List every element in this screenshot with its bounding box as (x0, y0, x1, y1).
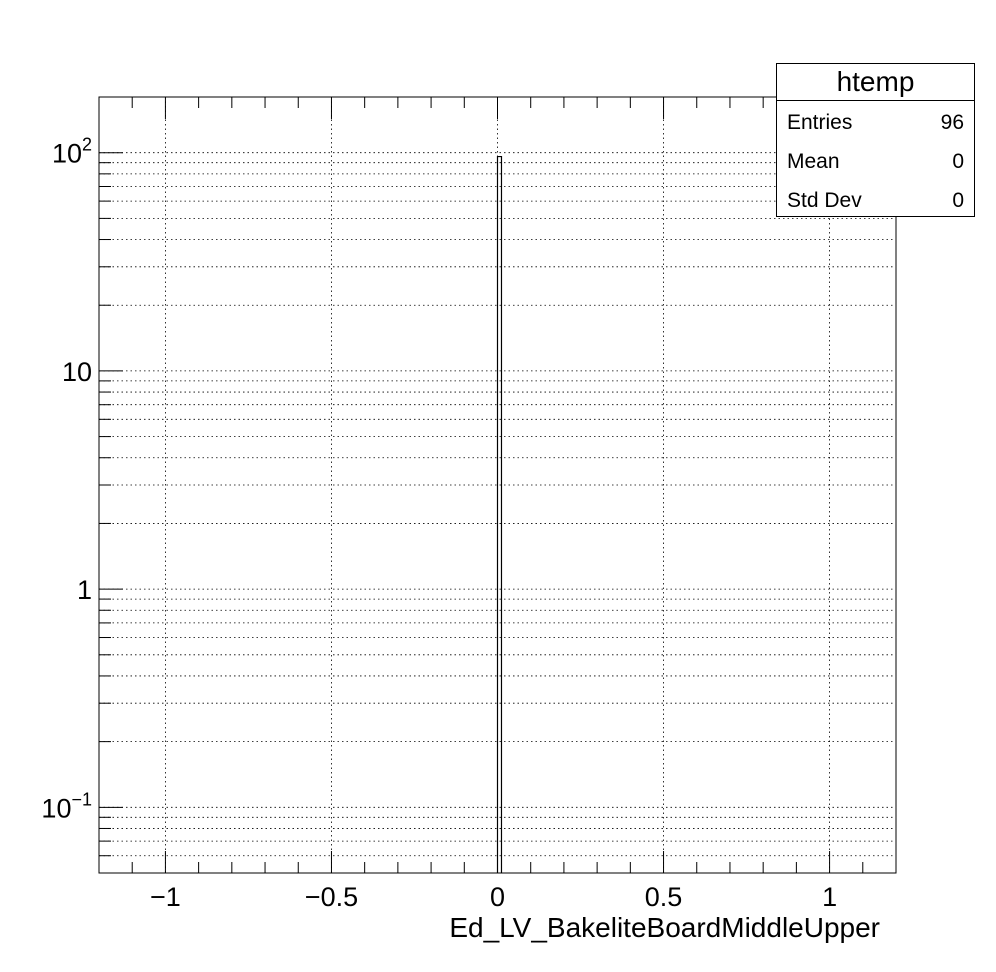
histogram-bars (496, 155, 503, 873)
y-tick-label: 1 (77, 575, 92, 605)
stats-row-stddev: Std Dev 0 (787, 186, 964, 216)
stats-value: 0 (952, 189, 964, 212)
stats-row-mean: Mean 0 (787, 147, 964, 177)
x-tick-label: −0.5 (305, 882, 358, 912)
y-tick-label: 10 (62, 357, 92, 387)
x-axis-title: Ed_LV_BakeliteBoardMiddleUpper (449, 912, 880, 943)
y-tick-base: 10 (41, 793, 71, 823)
histogram-bin (496, 155, 503, 873)
y-tick-exponent: −1 (71, 789, 92, 809)
x-tick-label: 0.5 (645, 882, 683, 912)
stats-row-entries: Entries 96 (787, 108, 964, 138)
stats-label: Std Dev (787, 189, 862, 212)
stats-label: Entries (787, 111, 853, 134)
stats-value: 96 (940, 111, 964, 134)
stats-label: Mean (787, 150, 840, 173)
x-tick-label: 1 (822, 882, 837, 912)
x-tick-label: −1 (150, 882, 181, 912)
y-tick-label: 102 (52, 135, 92, 169)
y-tick-base: 1 (77, 575, 92, 605)
y-tick-exponent: 2 (82, 135, 92, 155)
stats-box: htemp Entries 96 Mean 0 Std Dev 0 (776, 63, 975, 217)
x-tick-label: 0 (490, 882, 505, 912)
y-tick-base: 10 (62, 357, 92, 387)
stats-value: 0 (952, 150, 964, 173)
y-tick-label: 10−1 (41, 789, 92, 823)
stats-title: htemp (777, 64, 974, 101)
axis-ticks (98, 97, 897, 873)
y-tick-base: 10 (52, 139, 82, 169)
